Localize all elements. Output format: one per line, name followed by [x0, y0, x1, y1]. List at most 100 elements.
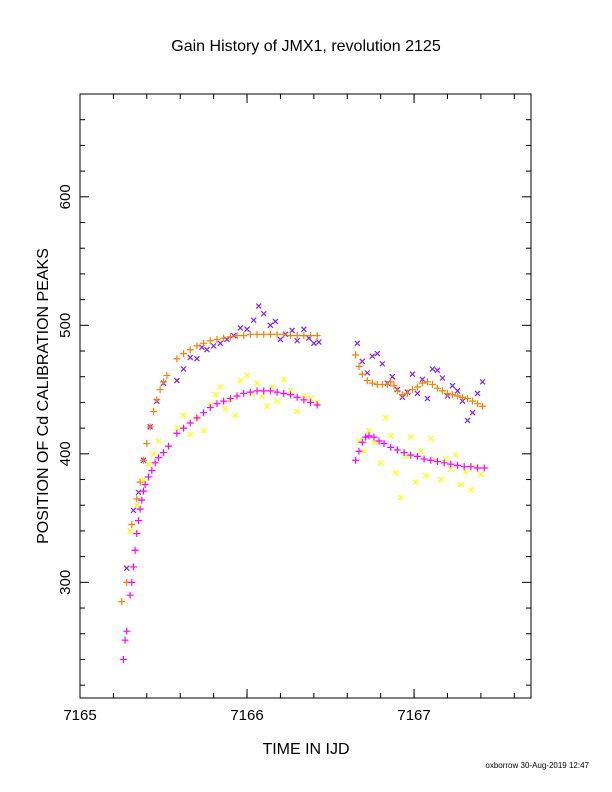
data-point — [128, 578, 136, 586]
data-point — [266, 387, 274, 395]
data-point — [155, 454, 163, 462]
data-point — [260, 330, 268, 338]
data-point — [387, 378, 395, 386]
data-point — [273, 388, 281, 396]
data-point — [286, 332, 294, 340]
data-point — [206, 337, 214, 345]
data-point — [123, 565, 130, 572]
data-point — [264, 403, 271, 410]
data-point — [469, 409, 476, 416]
data-point — [443, 389, 451, 397]
data-point — [434, 367, 441, 374]
data-point — [427, 435, 434, 442]
data-point — [165, 442, 173, 450]
data-point — [313, 401, 321, 409]
data-point — [429, 366, 436, 372]
data-point — [274, 398, 281, 405]
data-point — [193, 414, 201, 422]
data-point — [119, 655, 127, 663]
data-point — [418, 379, 426, 387]
data-point — [433, 458, 441, 466]
data-point — [129, 563, 137, 571]
data-point — [359, 358, 366, 365]
data-point — [307, 395, 314, 402]
y-axis-ticks: 300 400 500 600 — [57, 184, 531, 595]
data-point — [392, 470, 399, 477]
data-series — [118, 303, 488, 663]
data-point — [134, 517, 142, 525]
data-point — [424, 395, 431, 402]
data-point — [145, 461, 152, 468]
data-point — [369, 353, 376, 360]
data-point — [286, 391, 294, 399]
data-point — [253, 387, 261, 395]
data-point — [452, 452, 459, 459]
data-point — [141, 481, 149, 489]
data-point — [403, 389, 411, 397]
data-point — [352, 456, 360, 464]
data-point — [136, 478, 144, 486]
data-point — [217, 384, 224, 390]
data-point — [240, 389, 248, 397]
data-point — [393, 446, 401, 454]
data-point — [454, 392, 462, 400]
data-point — [300, 326, 307, 333]
data-point — [180, 366, 187, 372]
data-point — [143, 440, 151, 448]
data-point — [173, 377, 180, 384]
data-point — [409, 371, 416, 378]
plot-frame — [79, 93, 532, 699]
data-point — [233, 392, 241, 400]
data-point — [365, 432, 373, 440]
footer-credit: oxborrow 30-Aug-2019 12:47 — [485, 761, 589, 770]
data-point — [459, 393, 467, 401]
data-point — [213, 335, 221, 343]
data-point — [433, 384, 441, 392]
data-point — [447, 460, 455, 468]
data-point — [123, 627, 131, 635]
data-point — [400, 449, 408, 457]
data-point — [294, 337, 301, 344]
data-point — [237, 377, 244, 384]
data-point — [379, 360, 386, 367]
data-point — [300, 332, 308, 340]
data-point — [136, 505, 144, 513]
data-point — [467, 486, 474, 493]
data-point — [232, 412, 239, 419]
data-point — [354, 340, 361, 347]
data-point — [126, 591, 134, 599]
data-point — [407, 434, 414, 441]
data-point — [217, 340, 224, 347]
data-point — [222, 405, 229, 412]
data-point — [423, 378, 431, 386]
data-point — [277, 336, 284, 343]
data-point — [413, 383, 421, 391]
data-point — [150, 450, 157, 457]
data-point — [363, 377, 371, 385]
data-point — [315, 339, 322, 345]
data-point — [417, 448, 424, 455]
data-point — [366, 427, 372, 434]
data-point — [440, 459, 448, 467]
data-point — [362, 433, 370, 441]
data-point — [300, 393, 307, 399]
data-point — [428, 380, 436, 388]
data-point — [254, 380, 260, 387]
data-point — [246, 388, 254, 396]
data-point — [307, 398, 315, 406]
data-point — [422, 472, 429, 479]
data-point — [200, 339, 208, 347]
data-point — [160, 378, 168, 386]
data-point — [233, 332, 241, 340]
y-tick-label: 300 — [57, 570, 74, 595]
data-point — [212, 391, 219, 398]
data-point — [368, 379, 376, 387]
data-point — [457, 481, 464, 488]
data-point — [220, 334, 228, 342]
data-point — [355, 447, 363, 455]
x-axis-ticks: 7165 7166 7167 — [63, 94, 431, 724]
y-tick-label: 600 — [57, 184, 74, 209]
data-point — [459, 398, 466, 405]
x-axis-label: TIME IN IJD — [262, 741, 349, 758]
